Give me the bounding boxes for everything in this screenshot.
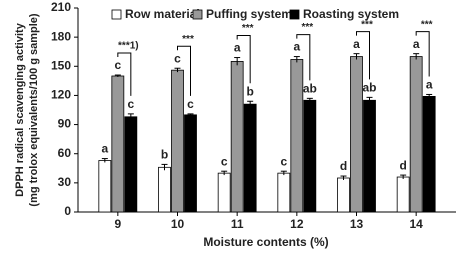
significance-bracket [177, 45, 191, 96]
y-axis-label: DPPH radical scavenging activity [14, 22, 26, 197]
bar [243, 103, 257, 213]
x-tick-label: 9 [114, 217, 121, 231]
significance-bracket [356, 31, 370, 80]
significance-bracket [296, 34, 311, 81]
y-tick-label: 30 [58, 175, 72, 189]
significance-letter: c [174, 51, 181, 65]
significance-letter: d [340, 159, 347, 173]
x-axis-label: Moisture contents (%) [203, 235, 328, 249]
bar [111, 75, 125, 213]
bar [409, 56, 423, 213]
significance-letter: ab [362, 81, 376, 95]
significance-letter: a [234, 41, 241, 55]
bar [98, 160, 112, 213]
significance-stars: *** [421, 19, 433, 30]
significance-stars: ***1) [118, 41, 139, 52]
significance-letter: c [187, 97, 194, 111]
bar [422, 96, 436, 213]
significance-letter: b [246, 84, 253, 98]
bar [350, 56, 363, 213]
y-tick-label: 0 [64, 204, 71, 218]
legend-swatch [192, 9, 203, 20]
legend-label: Puffing system [206, 7, 292, 21]
bar [217, 172, 231, 213]
bar [290, 59, 304, 213]
significance-letter: c [127, 97, 134, 111]
significance-letter: a [293, 40, 300, 54]
bar [396, 176, 410, 213]
x-tick-label: 13 [350, 217, 364, 231]
significance-stars: *** [242, 23, 254, 34]
significance-letter: c [280, 154, 287, 168]
legend-label: Row material [125, 7, 200, 21]
legend-label: Roasting system [303, 7, 399, 21]
bar [184, 114, 197, 213]
significance-letter: b [161, 148, 168, 162]
bar [277, 172, 291, 213]
bar [124, 116, 138, 213]
significance-bracket [236, 35, 251, 84]
significance-letter: a [101, 142, 108, 156]
significance-bracket [415, 31, 430, 77]
y-tick-label: 90 [58, 117, 72, 131]
x-tick-label: 14 [409, 217, 423, 231]
significance-stars: *** [301, 22, 313, 33]
legend-swatch [289, 9, 300, 20]
x-tick-label: 12 [290, 217, 304, 231]
bar [303, 99, 317, 213]
significance-bracket [117, 52, 132, 96]
y-tick-label: 210 [51, 0, 71, 14]
bar [158, 166, 171, 213]
x-tick-label: 11 [231, 217, 244, 231]
y-tick-label: 180 [51, 29, 71, 43]
significance-stars: *** [361, 19, 373, 30]
significance-letter: a [426, 78, 433, 92]
y-tick-label: 120 [51, 88, 71, 102]
bar [171, 69, 184, 213]
significance-letter: a [353, 37, 360, 51]
significance-letter: d [399, 158, 406, 172]
significance-letter: a [413, 37, 420, 51]
significance-letter: ab [303, 82, 317, 96]
significance-letter: c [221, 154, 228, 168]
bar [363, 99, 376, 213]
y-axis-label: (mg trolox equivalents/100 g sample) [28, 13, 40, 207]
significance-letter: c [114, 58, 121, 72]
significance-stars: *** [182, 34, 194, 45]
legend-swatch [111, 9, 122, 20]
x-tick-label: 10 [171, 217, 185, 231]
y-tick-label: 150 [51, 58, 71, 72]
bar [337, 177, 350, 213]
y-tick-label: 60 [58, 146, 72, 160]
bar [230, 61, 244, 213]
